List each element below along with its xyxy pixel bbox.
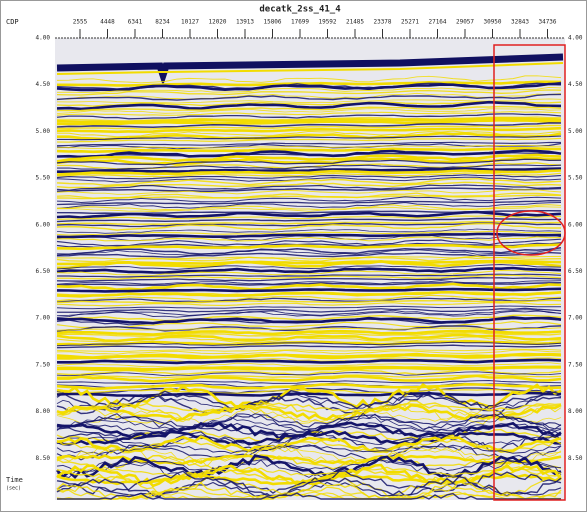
- cdp-tick-label: 27164: [428, 19, 446, 26]
- time-tick-label-right: 7.00: [568, 315, 583, 322]
- time-tick-label: 8.00: [36, 408, 51, 415]
- time-unit: (sec): [6, 486, 21, 492]
- seismic-figure: decatk_2ss_41_4 CDP Time (sec) 2555 4448 6…: [0, 0, 587, 512]
- cdp-tick-label: 34736: [538, 19, 556, 26]
- time-tick-label-right: 5.50: [568, 175, 583, 182]
- time-tick-label-right: 6.50: [568, 268, 583, 275]
- time-tick-label: 5.50: [36, 175, 51, 182]
- time-tick-label-right: 5.00: [568, 128, 583, 135]
- cdp-tick-label: 29057: [456, 19, 474, 26]
- time-tick-label: 7.50: [36, 361, 51, 368]
- cdp-tick-label: 15806: [263, 19, 281, 26]
- time-tick-label-right: 6.00: [568, 221, 583, 228]
- cdp-tick-label: 13913: [236, 19, 254, 26]
- cdp-tick-label: 17699: [291, 19, 309, 26]
- section-title: decatk_2ss_41_4: [259, 5, 341, 15]
- cdp-tick-label: 25271: [401, 19, 419, 26]
- time-tick-label: 5.00: [36, 128, 51, 135]
- cdp-tick-label: 19592: [318, 19, 336, 26]
- cdp-label: CDP: [6, 18, 19, 26]
- cdp-tick-label: 2555: [73, 19, 88, 26]
- cdp-tick-label: 8234: [155, 19, 170, 26]
- time-tick-label: 6.00: [36, 221, 51, 228]
- time-tick-label: 7.00: [36, 315, 51, 322]
- time-tick-label-right: 4.00: [568, 35, 583, 42]
- cdp-tick-label: 30950: [483, 19, 501, 26]
- cdp-tick-label: 4448: [100, 19, 115, 26]
- time-tick-label-right: 8.00: [568, 408, 583, 415]
- cdp-tick-label: 12020: [208, 19, 226, 26]
- time-tick-label: 4.00: [36, 35, 51, 42]
- cdp-tick-label: 23378: [373, 19, 391, 26]
- time-tick-label: 8.50: [36, 455, 51, 462]
- time-tick-label: 6.50: [36, 268, 51, 275]
- time-tick-label-right: 7.50: [568, 361, 583, 368]
- cdp-tick-label: 10127: [181, 19, 199, 26]
- cdp-tick-label: 32843: [511, 19, 529, 26]
- cdp-tick-label: 6341: [128, 19, 143, 26]
- cdp-tick-label: 21485: [346, 19, 364, 26]
- time-tick-label-right: 4.50: [568, 81, 583, 88]
- time-tick-label: 4.50: [36, 81, 51, 88]
- time-tick-label-right: 8.50: [568, 455, 583, 462]
- time-label: Time: [6, 476, 23, 484]
- page: decatk_2ss_41_4 CDP Time (sec) 2555 4448 6…: [0, 0, 587, 512]
